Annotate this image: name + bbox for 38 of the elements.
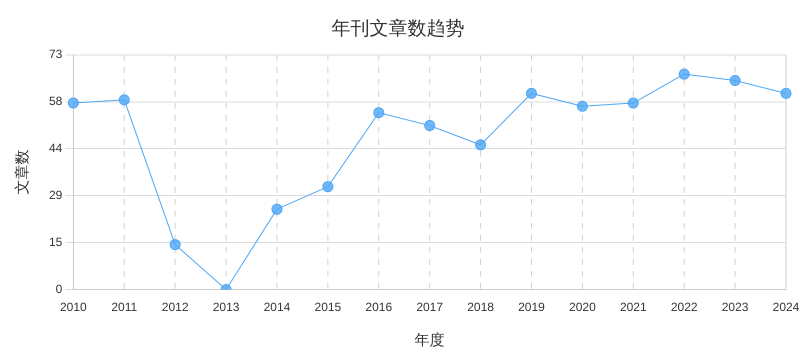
y-tick-label: 44 bbox=[48, 141, 63, 156]
x-tick-label: 2022 bbox=[670, 300, 698, 314]
point bbox=[373, 107, 384, 118]
x-tick-label: 2013 bbox=[212, 300, 240, 314]
point bbox=[68, 98, 79, 109]
x-tick-label: 2024 bbox=[772, 300, 800, 314]
point bbox=[271, 204, 282, 215]
x-tick-label: 2014 bbox=[264, 300, 291, 314]
point bbox=[424, 120, 436, 132]
x-tick-label: 2010 bbox=[60, 300, 88, 314]
x-tick-label: 2016 bbox=[365, 300, 392, 314]
x-tick-label: 2023 bbox=[722, 300, 749, 314]
x-tick-label: 2015 bbox=[314, 300, 342, 314]
point bbox=[118, 94, 130, 106]
x-tick-label: 2021 bbox=[620, 300, 647, 314]
point bbox=[576, 100, 588, 112]
point bbox=[730, 75, 741, 86]
point bbox=[678, 68, 690, 80]
y-tick-label: 73 bbox=[48, 47, 63, 62]
x-tick-label: 2020 bbox=[569, 300, 596, 314]
y-tick-label: 15 bbox=[48, 234, 63, 249]
point bbox=[170, 239, 181, 250]
y-axis-title: 文章数 bbox=[14, 150, 32, 195]
y-tick-label: 58 bbox=[48, 94, 63, 108]
chart-title: 年刊文章数趋势 bbox=[332, 18, 464, 40]
x-tick-label: 2017 bbox=[416, 300, 444, 314]
x-tick-label: 2011 bbox=[111, 300, 138, 314]
point bbox=[526, 88, 537, 99]
y-tick-label: 29 bbox=[48, 188, 63, 202]
point bbox=[475, 139, 486, 150]
point bbox=[322, 181, 334, 192]
x-tick-label: 2018 bbox=[467, 300, 494, 314]
x-tick-label: 2012 bbox=[162, 300, 189, 314]
x-tick-label: 2019 bbox=[518, 300, 546, 314]
point bbox=[780, 88, 792, 99]
x-axis-title: 年度 bbox=[414, 332, 445, 350]
point bbox=[628, 98, 639, 109]
y-tick-label: 0 bbox=[56, 282, 63, 296]
